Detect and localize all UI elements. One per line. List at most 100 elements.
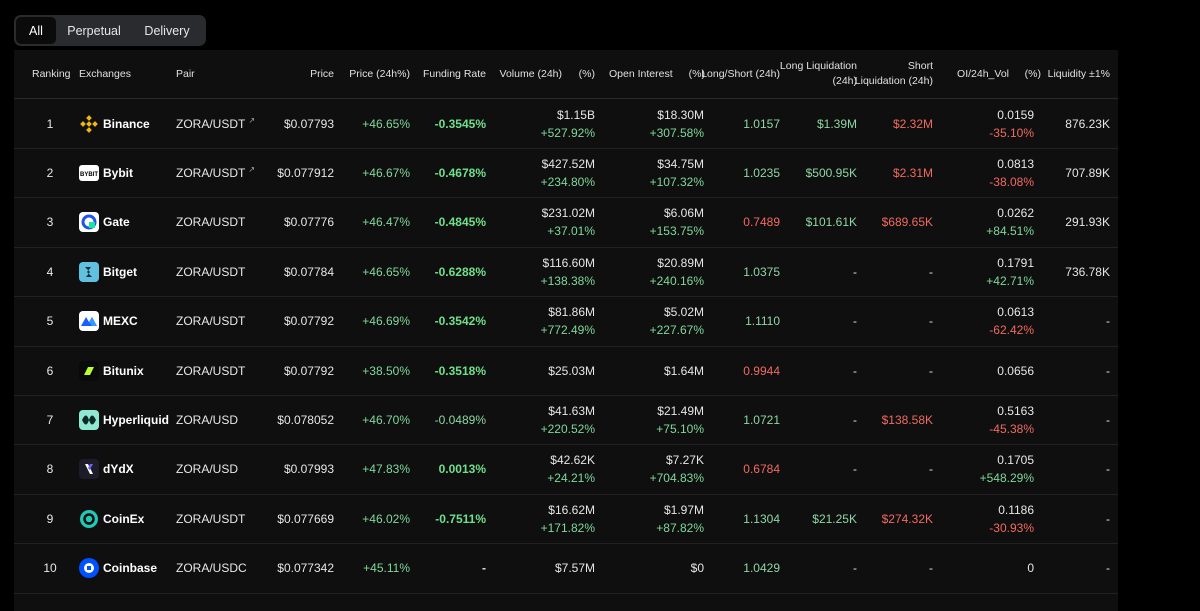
- value-longliq: -: [853, 363, 857, 378]
- table-row[interactable]: 9 CoinEx ZORA/USDT $0.077669 +46.02% -0.7511%…: [14, 494, 1118, 545]
- value-oi: $7.27K: [665, 453, 704, 468]
- cell-longliq: $21.25K: [790, 494, 857, 543]
- exchange-name[interactable]: Bitget: [103, 264, 137, 279]
- header-oi-pct[interactable]: (%): [688, 67, 705, 80]
- value-shortliq: -: [929, 264, 933, 279]
- tab-all[interactable]: All: [16, 17, 56, 44]
- value-rank: 3: [46, 215, 54, 230]
- cell-pair: ZORA/USD: [176, 445, 271, 494]
- pair-label[interactable]: ZORA/USDT: [176, 116, 246, 131]
- pair-label[interactable]: ZORA/USDT: [176, 264, 246, 279]
- exchange-name[interactable]: Bybit: [103, 165, 133, 180]
- header-long-liquidation[interactable]: Long Liquidation (24h): [779, 60, 857, 87]
- header-short-liquidation[interactable]: Short Liquidation (24h): [854, 60, 933, 87]
- exchange-name[interactable]: Coinbase: [103, 561, 158, 576]
- cell-oi: $20.89M +240.16%: [614, 247, 704, 296]
- value-funding: -0.0489%: [434, 412, 486, 427]
- table-row[interactable]: 8 dYdX ZORA/USD $0.07993 +47.83% 0.0013% $42.6…: [14, 445, 1118, 495]
- exchange-name[interactable]: Binance: [103, 116, 150, 131]
- cell-ls: 1.0375: [714, 247, 780, 296]
- cell-oivol: 0.0262 +84.51%: [949, 198, 1034, 247]
- value-price: $0.077342: [277, 561, 334, 576]
- value-funding: -: [482, 561, 486, 576]
- cell-ls: 0.6784: [714, 445, 780, 494]
- value-oi: $21.49M: [657, 403, 704, 418]
- table-row[interactable]: 7 Hyperliquid ZORA/USD $0.078052 +46.70% -0.0…: [14, 395, 1118, 446]
- cell-price: $0.07993: [264, 445, 334, 494]
- header-long-short[interactable]: Long/Short (24h): [701, 67, 780, 80]
- value-oivolpct: +548.29%: [979, 471, 1034, 486]
- cell-vol: $25.03M: [494, 346, 595, 395]
- bitunix-logo-icon: [79, 360, 99, 381]
- cell-shortliq: -: [864, 297, 933, 346]
- value-oi: $1.64M: [663, 363, 704, 378]
- header-volume[interactable]: Volume (24h): [499, 67, 562, 80]
- exchanges-table: Ranking Exchanges Pair Price Price (24h%…: [14, 50, 1118, 611]
- pair-label[interactable]: ZORA/USDC: [176, 561, 247, 576]
- cell-rank: 7: [14, 395, 86, 444]
- table-row[interactable]: 5 MEXC ZORA/USDT $0.07792 +46.69% -0.3542% $81…: [14, 297, 1118, 347]
- header-open-interest[interactable]: Open Interest: [609, 67, 673, 80]
- value-oipct: +87.82%: [656, 520, 704, 535]
- cell-oivol: 0.0613 -62.42%: [949, 297, 1034, 346]
- pair-label[interactable]: ZORA/USD: [176, 412, 239, 427]
- pair-label[interactable]: ZORA/USDT: [176, 363, 246, 378]
- tab-perpetual[interactable]: Perpetual: [67, 23, 121, 38]
- pair-label[interactable]: ZORA/USDT: [176, 165, 246, 180]
- exchange-name[interactable]: Bitunix: [103, 363, 144, 378]
- value-oivol: 0: [1027, 561, 1034, 576]
- value-price: $0.07776: [283, 215, 334, 230]
- exchange-name[interactable]: CoinEx: [103, 511, 145, 526]
- pair-label[interactable]: ZORA/USD: [176, 462, 239, 477]
- mexc-logo-icon: [79, 311, 99, 332]
- cell-liq: -: [1044, 297, 1110, 346]
- value-funding: -0.3545%: [434, 116, 486, 131]
- tab-delivery[interactable]: Delivery: [144, 23, 190, 38]
- external-link-icon[interactable]: ↗: [248, 115, 256, 125]
- value-oipct: +75.10%: [656, 421, 704, 436]
- exchange-name[interactable]: MEXC: [103, 314, 138, 329]
- value-rank: 10: [43, 561, 57, 576]
- cell-exchange: BYBIT Bybit: [79, 148, 179, 197]
- cell-vol: $231.02M +37.01%: [494, 198, 595, 247]
- pair-label[interactable]: ZORA/USDT: [176, 215, 246, 230]
- header-pair[interactable]: Pair: [176, 67, 195, 80]
- value-vol: $41.63M: [548, 403, 595, 418]
- cell-ls: 1.0157: [714, 99, 780, 148]
- header-liquidity[interactable]: Liquidity ±1%: [1047, 67, 1110, 80]
- value-ls: 1.0157: [743, 116, 780, 131]
- header-price[interactable]: Price: [310, 67, 334, 80]
- header-ranking[interactable]: Ranking: [32, 67, 71, 80]
- exchange-name[interactable]: Hyperliquid: [103, 412, 170, 427]
- header-volume-pct[interactable]: (%): [578, 67, 595, 80]
- cell-pair: ZORA/USDT: [176, 198, 271, 247]
- exchange-name[interactable]: Gate: [103, 215, 130, 230]
- header-funding-rate[interactable]: Funding Rate: [422, 67, 486, 80]
- pair-label[interactable]: ZORA/USDT: [176, 314, 246, 329]
- value-oivolpct: -45.38%: [989, 421, 1034, 436]
- table-row[interactable]: 6 Bitunix ZORA/USDT $0.07792 +38.50% -0.3518%…: [14, 346, 1118, 396]
- table-row[interactable]: 3 Gate ZORA/USDT $0.07776 +46.47% -0.4845% $23…: [14, 198, 1118, 248]
- cell-pair: ZORA/USDC: [176, 544, 271, 593]
- table-row[interactable]: 1 Binance ZORA/USDT ↗ $0.07793 +46.65% -0.3545…: [14, 99, 1118, 149]
- table-row[interactable]: 10 Coinbase ZORA/USDC $0.077342 +45.11% - $7.5…: [14, 544, 1118, 594]
- header-exchanges[interactable]: Exchanges: [79, 67, 131, 80]
- cell-price: $0.078052: [264, 395, 334, 444]
- coinbase-logo-icon: [79, 558, 99, 579]
- external-link-icon[interactable]: ↗: [248, 164, 256, 174]
- header-oi-vol-pct[interactable]: (%): [1024, 67, 1041, 80]
- cell-oi: $18.30M +307.58%: [614, 99, 704, 148]
- pair-label[interactable]: ZORA/USDT: [176, 511, 246, 526]
- header-oi-vol[interactable]: OI/24h_Vol: [957, 67, 1009, 80]
- exchange-name[interactable]: dYdX: [103, 462, 134, 477]
- value-oi: $6.06M: [663, 206, 704, 221]
- value-ls: 1.0235: [743, 165, 780, 180]
- header-price-24h[interactable]: Price (24h%): [349, 67, 410, 80]
- value-funding: -0.3518%: [434, 363, 486, 378]
- cell-liq: 707.89K: [1044, 148, 1110, 197]
- table-row[interactable]: 4 Bitget ZORA/USDT $0.07784 +46.65% -0.6288% $…: [14, 247, 1118, 298]
- cell-rank: 10: [14, 544, 86, 593]
- table-row[interactable]: 2 BYBIT Bybit ZORA/USDT ↗ $0.077912 +46.67% -0.…: [14, 148, 1118, 199]
- cell-price: $0.077912: [264, 148, 334, 197]
- value-vol: $16.62M: [548, 502, 595, 517]
